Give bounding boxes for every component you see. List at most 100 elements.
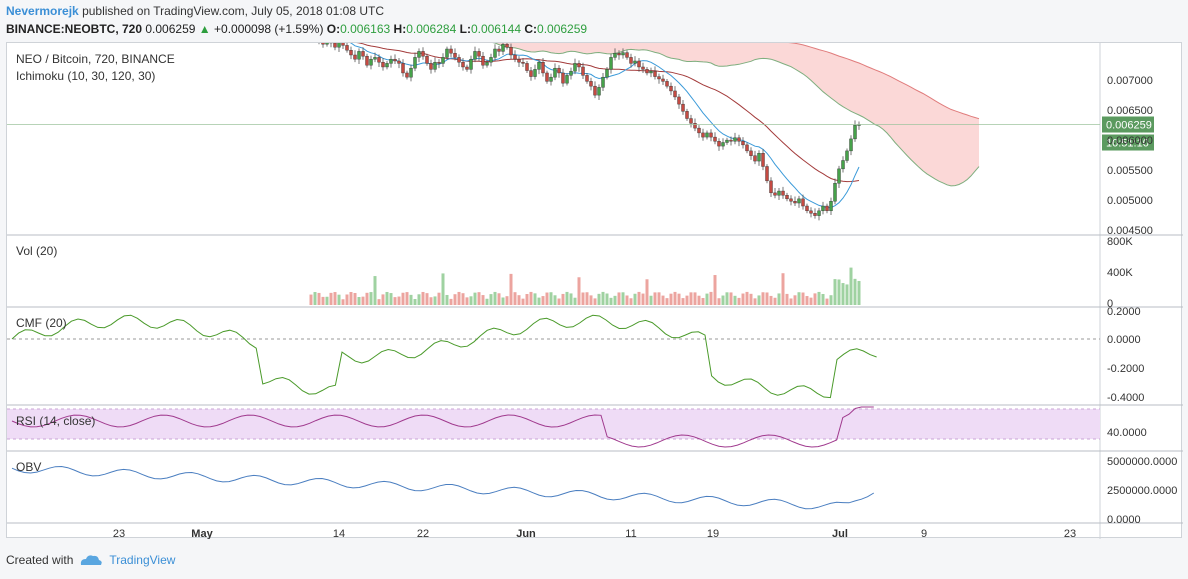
candle[interactable] [761, 149, 765, 171]
candle[interactable] [357, 48, 361, 64]
candle[interactable] [589, 77, 593, 91]
candle[interactable] [485, 59, 489, 68]
candle[interactable] [605, 66, 609, 80]
candle[interactable] [645, 66, 649, 76]
candle[interactable] [477, 48, 481, 61]
candle[interactable] [397, 57, 401, 69]
cmf-pane[interactable] [7, 314, 1100, 399]
candle[interactable] [337, 36, 341, 52]
candle[interactable] [341, 35, 345, 49]
candle[interactable] [561, 68, 565, 87]
candle[interactable] [821, 201, 825, 215]
candle[interactable] [613, 48, 617, 61]
candle[interactable] [797, 195, 801, 208]
rsi-pane[interactable] [7, 406, 1100, 448]
candle[interactable] [493, 44, 497, 61]
tradingview-brand-link[interactable]: TradingView [109, 553, 176, 567]
candle[interactable] [585, 72, 589, 84]
candle[interactable] [621, 48, 625, 59]
candle[interactable] [781, 186, 785, 199]
candle[interactable] [413, 52, 417, 72]
candle[interactable] [461, 57, 465, 71]
candle[interactable] [837, 165, 841, 189]
candle[interactable] [333, 38, 337, 51]
candle[interactable] [673, 86, 677, 100]
candle[interactable] [537, 59, 541, 75]
candle[interactable] [677, 93, 681, 109]
candle[interactable] [361, 47, 365, 60]
candle[interactable] [421, 47, 425, 60]
candle[interactable] [689, 114, 693, 128]
candle[interactable] [617, 50, 621, 60]
obv-pane[interactable] [11, 465, 875, 510]
candle[interactable] [549, 73, 553, 86]
candle[interactable] [853, 120, 857, 142]
candle[interactable] [729, 136, 733, 146]
candle[interactable] [325, 32, 329, 47]
candle[interactable] [641, 62, 645, 73]
candle[interactable] [701, 128, 705, 141]
candle[interactable] [437, 59, 441, 69]
candle[interactable] [813, 208, 817, 219]
candle[interactable] [805, 203, 809, 214]
candle[interactable] [733, 132, 737, 145]
candle[interactable] [633, 56, 637, 67]
candle[interactable] [489, 53, 493, 67]
candle[interactable] [849, 135, 853, 156]
candle[interactable] [657, 73, 661, 84]
chart-svg[interactable]: 0.006259 10:51:10 0.007000 0.006500 0.00600… [7, 0, 1183, 540]
candle[interactable] [525, 60, 529, 73]
candle[interactable] [697, 125, 701, 138]
candle[interactable] [469, 55, 473, 74]
candle[interactable] [705, 130, 709, 140]
candle[interactable] [725, 137, 729, 145]
candle[interactable] [777, 188, 781, 201]
candle[interactable] [349, 46, 353, 60]
candle[interactable] [457, 54, 461, 67]
candle[interactable] [713, 132, 717, 145]
candle[interactable] [841, 156, 845, 173]
candle[interactable] [845, 148, 849, 163]
candle[interactable] [593, 81, 597, 99]
candle[interactable] [441, 53, 445, 67]
candle[interactable] [773, 188, 777, 199]
candle[interactable] [765, 164, 769, 184]
candle[interactable] [373, 52, 377, 63]
candle[interactable] [501, 40, 505, 55]
candle[interactable] [545, 70, 549, 84]
candle[interactable] [385, 60, 389, 70]
candle[interactable] [717, 138, 721, 151]
candle[interactable] [417, 48, 421, 63]
candle[interactable] [709, 129, 713, 142]
candle[interactable] [541, 57, 545, 77]
candle[interactable] [533, 64, 537, 80]
author-link[interactable]: Nevermorejk [6, 4, 79, 18]
candle[interactable] [809, 207, 813, 218]
candle[interactable] [721, 138, 725, 150]
candle[interactable] [453, 48, 457, 61]
candle[interactable] [785, 192, 789, 202]
candle[interactable] [789, 195, 793, 206]
candle[interactable] [737, 134, 741, 147]
candle[interactable] [409, 64, 413, 82]
candle[interactable] [833, 178, 837, 205]
candle[interactable] [757, 150, 761, 166]
candle[interactable] [365, 53, 369, 68]
candle[interactable] [393, 54, 397, 64]
candle[interactable] [581, 62, 585, 79]
candle[interactable] [829, 197, 833, 216]
candle[interactable] [681, 99, 685, 115]
candle[interactable] [565, 72, 569, 86]
candle[interactable] [745, 142, 749, 154]
candle[interactable] [509, 43, 513, 60]
candle[interactable] [405, 70, 409, 80]
candle[interactable] [321, 35, 325, 48]
candle[interactable] [505, 41, 509, 50]
candle[interactable] [429, 59, 433, 74]
candle[interactable] [569, 67, 573, 80]
candle[interactable] [517, 56, 521, 67]
chart-frame[interactable]: 0.006259 10:51:10 0.007000 0.006500 0.00600… [6, 0, 1183, 540]
candle[interactable] [513, 50, 517, 63]
candle[interactable] [801, 194, 805, 210]
candle[interactable] [769, 177, 773, 198]
